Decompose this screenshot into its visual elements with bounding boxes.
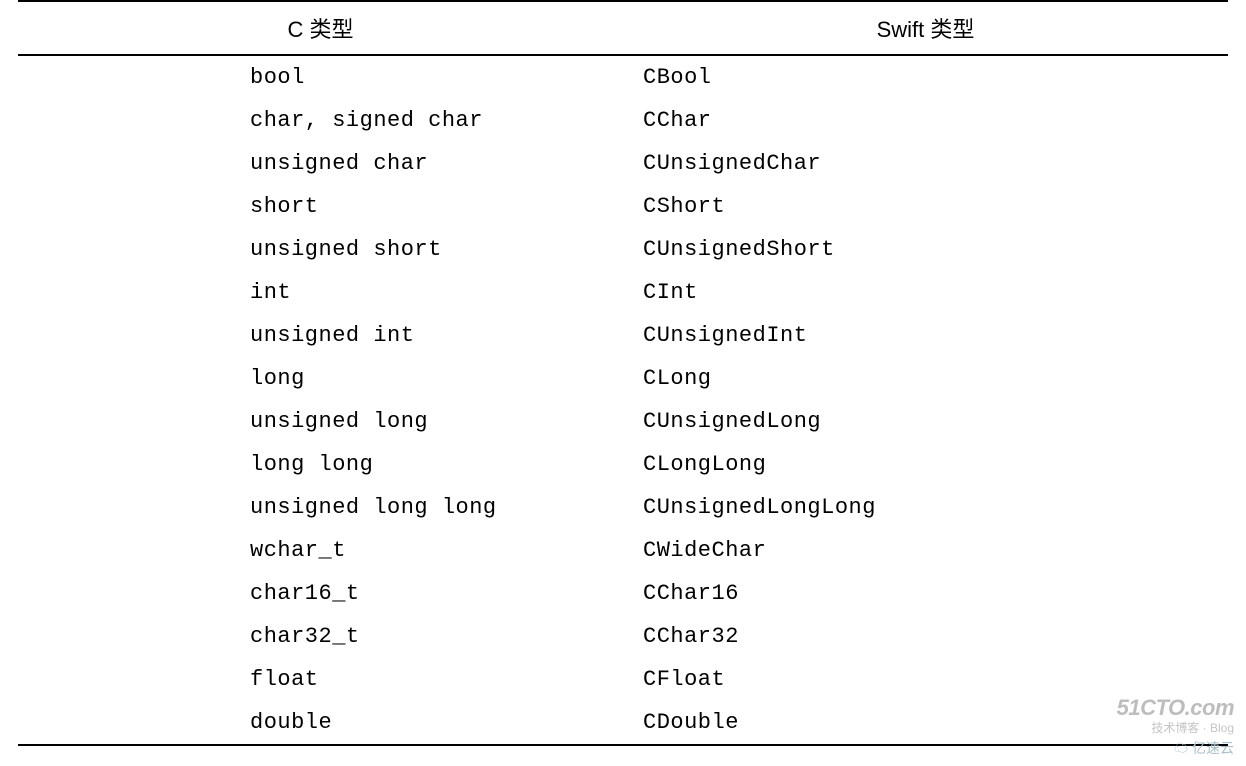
- cell-swift-type: CChar32: [623, 615, 1228, 658]
- cell-swift-type: CLong: [623, 357, 1228, 400]
- cell-c-type: unsigned int: [18, 314, 623, 357]
- cell-c-type: double: [18, 701, 623, 745]
- table-row: unsigned longCUnsignedLong: [18, 400, 1228, 443]
- table-row: intCInt: [18, 271, 1228, 314]
- cell-c-type: short: [18, 185, 623, 228]
- table-row: floatCFloat: [18, 658, 1228, 701]
- cell-swift-type: CInt: [623, 271, 1228, 314]
- cell-swift-type: CShort: [623, 185, 1228, 228]
- cell-swift-type: CUnsignedLong: [623, 400, 1228, 443]
- cell-swift-type: CFloat: [623, 658, 1228, 701]
- cell-c-type: float: [18, 658, 623, 701]
- cell-c-type: int: [18, 271, 623, 314]
- cell-swift-type: CUnsignedShort: [623, 228, 1228, 271]
- table-row: boolCBool: [18, 55, 1228, 99]
- cell-swift-type: CChar16: [623, 572, 1228, 615]
- table-row: char32_tCChar32: [18, 615, 1228, 658]
- cell-swift-type: CChar: [623, 99, 1228, 142]
- cell-swift-type: CUnsignedInt: [623, 314, 1228, 357]
- table-header-row: C 类型 Swift 类型: [18, 1, 1228, 55]
- table-row: unsigned intCUnsignedInt: [18, 314, 1228, 357]
- cell-swift-type: CUnsignedLongLong: [623, 486, 1228, 529]
- cell-swift-type: CLongLong: [623, 443, 1228, 486]
- cell-c-type: unsigned char: [18, 142, 623, 185]
- table-body: boolCBoolchar, signed charCCharunsigned …: [18, 55, 1228, 745]
- table-row: longCLong: [18, 357, 1228, 400]
- cell-c-type: char16_t: [18, 572, 623, 615]
- cell-swift-type: CWideChar: [623, 529, 1228, 572]
- cell-c-type: long: [18, 357, 623, 400]
- table-row: unsigned shortCUnsignedShort: [18, 228, 1228, 271]
- table-row: long longCLongLong: [18, 443, 1228, 486]
- cell-c-type: unsigned long: [18, 400, 623, 443]
- cell-c-type: bool: [18, 55, 623, 99]
- cell-swift-type: CDouble: [623, 701, 1228, 745]
- table-row: shortCShort: [18, 185, 1228, 228]
- table-row: wchar_tCWideChar: [18, 529, 1228, 572]
- table-row: unsigned long longCUnsignedLongLong: [18, 486, 1228, 529]
- cell-c-type: char, signed char: [18, 99, 623, 142]
- table-row: doubleCDouble: [18, 701, 1228, 745]
- cell-c-type: unsigned short: [18, 228, 623, 271]
- type-mapping-table: C 类型 Swift 类型 boolCBoolchar, signed char…: [18, 0, 1228, 746]
- cell-c-type: wchar_t: [18, 529, 623, 572]
- cell-c-type: unsigned long long: [18, 486, 623, 529]
- header-swift-type: Swift 类型: [623, 1, 1228, 55]
- cell-c-type: long long: [18, 443, 623, 486]
- table-row: char16_tCChar16: [18, 572, 1228, 615]
- cell-c-type: char32_t: [18, 615, 623, 658]
- table-row: unsigned charCUnsignedChar: [18, 142, 1228, 185]
- cell-swift-type: CBool: [623, 55, 1228, 99]
- header-c-type: C 类型: [18, 1, 623, 55]
- table-row: char, signed charCChar: [18, 99, 1228, 142]
- cell-swift-type: CUnsignedChar: [623, 142, 1228, 185]
